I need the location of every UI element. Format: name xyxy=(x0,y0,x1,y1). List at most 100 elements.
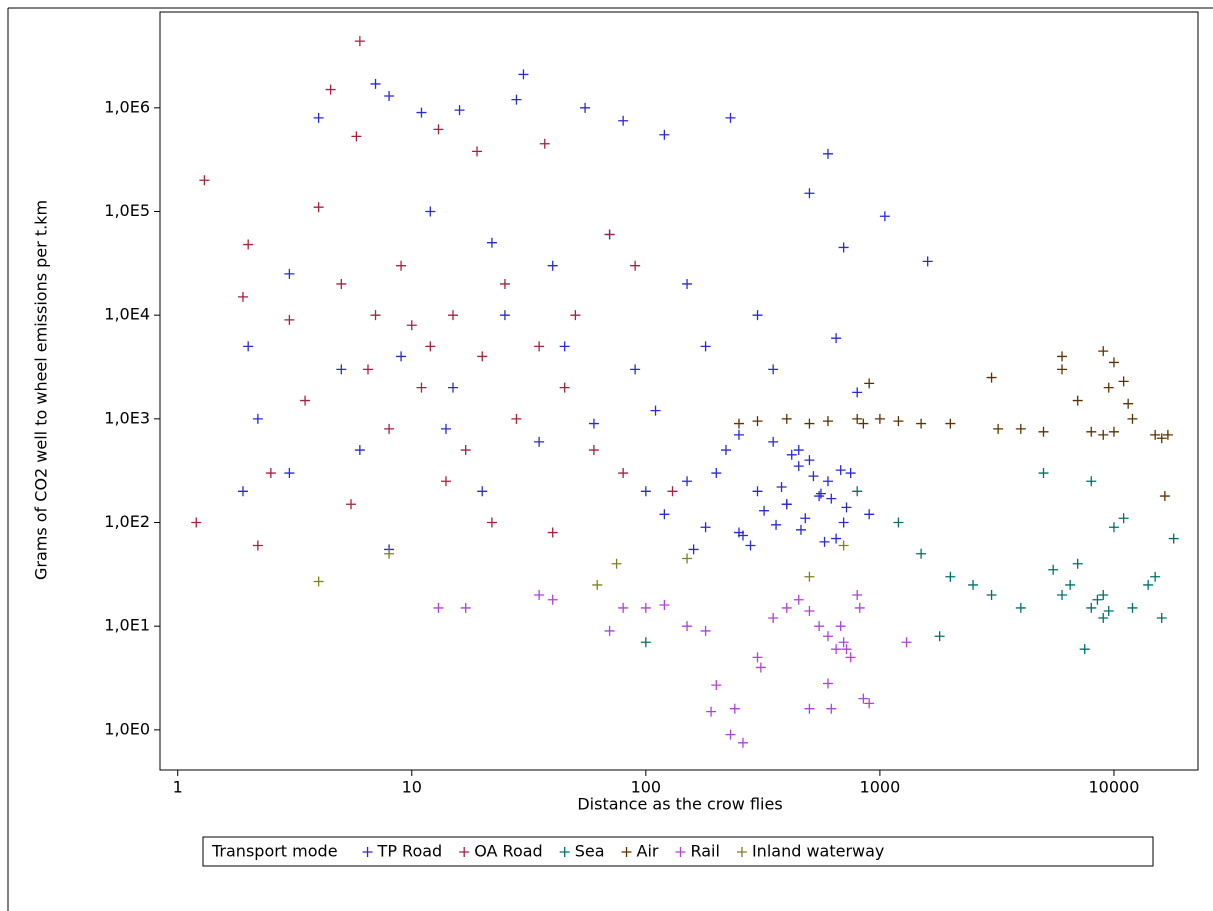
point xyxy=(841,644,852,655)
point xyxy=(838,517,849,528)
point xyxy=(406,320,417,331)
point xyxy=(993,423,1004,434)
y-tick-label: 1,0E2 xyxy=(104,512,150,531)
point xyxy=(814,621,825,632)
y-tick-label: 1,0E3 xyxy=(104,408,150,427)
point xyxy=(831,333,842,344)
point xyxy=(945,571,956,582)
point xyxy=(1048,564,1059,575)
y-axis-title: Grams of CO2 well to wheel emissions per… xyxy=(32,200,51,580)
point xyxy=(588,418,599,429)
point xyxy=(737,737,748,748)
point xyxy=(499,310,510,321)
point xyxy=(934,631,945,642)
point xyxy=(447,382,458,393)
point xyxy=(822,148,833,159)
point xyxy=(854,602,865,613)
point xyxy=(640,602,651,613)
point xyxy=(472,146,483,157)
point xyxy=(725,112,736,123)
point xyxy=(831,644,842,655)
legend-marker xyxy=(362,847,373,857)
point xyxy=(460,602,471,613)
point xyxy=(618,115,629,126)
point xyxy=(191,517,202,528)
point xyxy=(852,413,863,424)
point xyxy=(838,540,849,551)
point xyxy=(752,486,763,497)
point xyxy=(968,579,979,590)
point xyxy=(1015,423,1026,434)
point xyxy=(781,413,792,424)
point xyxy=(786,449,797,460)
x-tick-label: 10000 xyxy=(1089,778,1140,797)
point xyxy=(460,445,471,456)
point xyxy=(1072,558,1083,569)
point xyxy=(534,589,545,600)
point xyxy=(752,310,763,321)
point xyxy=(1103,382,1114,393)
point xyxy=(700,625,711,636)
point xyxy=(1086,602,1097,613)
point xyxy=(640,486,651,497)
point xyxy=(781,602,792,613)
point xyxy=(477,351,488,362)
point xyxy=(499,278,510,289)
point xyxy=(864,378,875,389)
point xyxy=(822,678,833,689)
point xyxy=(1057,364,1068,375)
point xyxy=(831,533,842,544)
point xyxy=(879,211,890,222)
point xyxy=(1103,606,1114,617)
point xyxy=(237,291,248,302)
point xyxy=(682,621,693,632)
point xyxy=(313,576,324,587)
point xyxy=(534,341,545,352)
point xyxy=(682,278,693,289)
point xyxy=(1065,579,1076,590)
point xyxy=(354,445,365,456)
y-tick-label: 1,0E1 xyxy=(104,616,150,635)
point xyxy=(384,548,395,559)
point xyxy=(874,413,885,424)
point xyxy=(588,445,599,456)
point xyxy=(659,509,670,520)
point xyxy=(416,107,427,118)
point xyxy=(822,631,833,642)
point xyxy=(1086,426,1097,437)
point xyxy=(1156,433,1167,444)
point xyxy=(425,341,436,352)
point xyxy=(688,544,699,555)
point xyxy=(808,471,819,482)
point xyxy=(1098,589,1109,600)
point xyxy=(768,364,779,375)
point xyxy=(826,493,837,504)
point xyxy=(858,418,869,429)
point xyxy=(1150,429,1161,440)
x-tick-label: 10 xyxy=(402,778,422,797)
point xyxy=(1168,533,1179,544)
point xyxy=(1123,398,1134,409)
point xyxy=(1057,351,1068,362)
point xyxy=(800,513,811,524)
point xyxy=(539,138,550,149)
point xyxy=(852,589,863,600)
point xyxy=(901,637,912,648)
point xyxy=(370,310,381,321)
point xyxy=(864,698,875,709)
point xyxy=(700,522,711,533)
point xyxy=(336,364,347,375)
point xyxy=(822,416,833,427)
point xyxy=(804,188,815,199)
legend-label: TP Road xyxy=(377,842,443,861)
point xyxy=(916,548,927,559)
point xyxy=(243,341,254,352)
legend-label: Inland waterway xyxy=(752,842,884,861)
legend-marker xyxy=(736,847,747,857)
point xyxy=(284,314,295,325)
legend-marker xyxy=(559,847,570,857)
point xyxy=(733,429,744,440)
legend-marker xyxy=(621,847,632,857)
point xyxy=(1086,476,1097,487)
point xyxy=(336,278,347,289)
